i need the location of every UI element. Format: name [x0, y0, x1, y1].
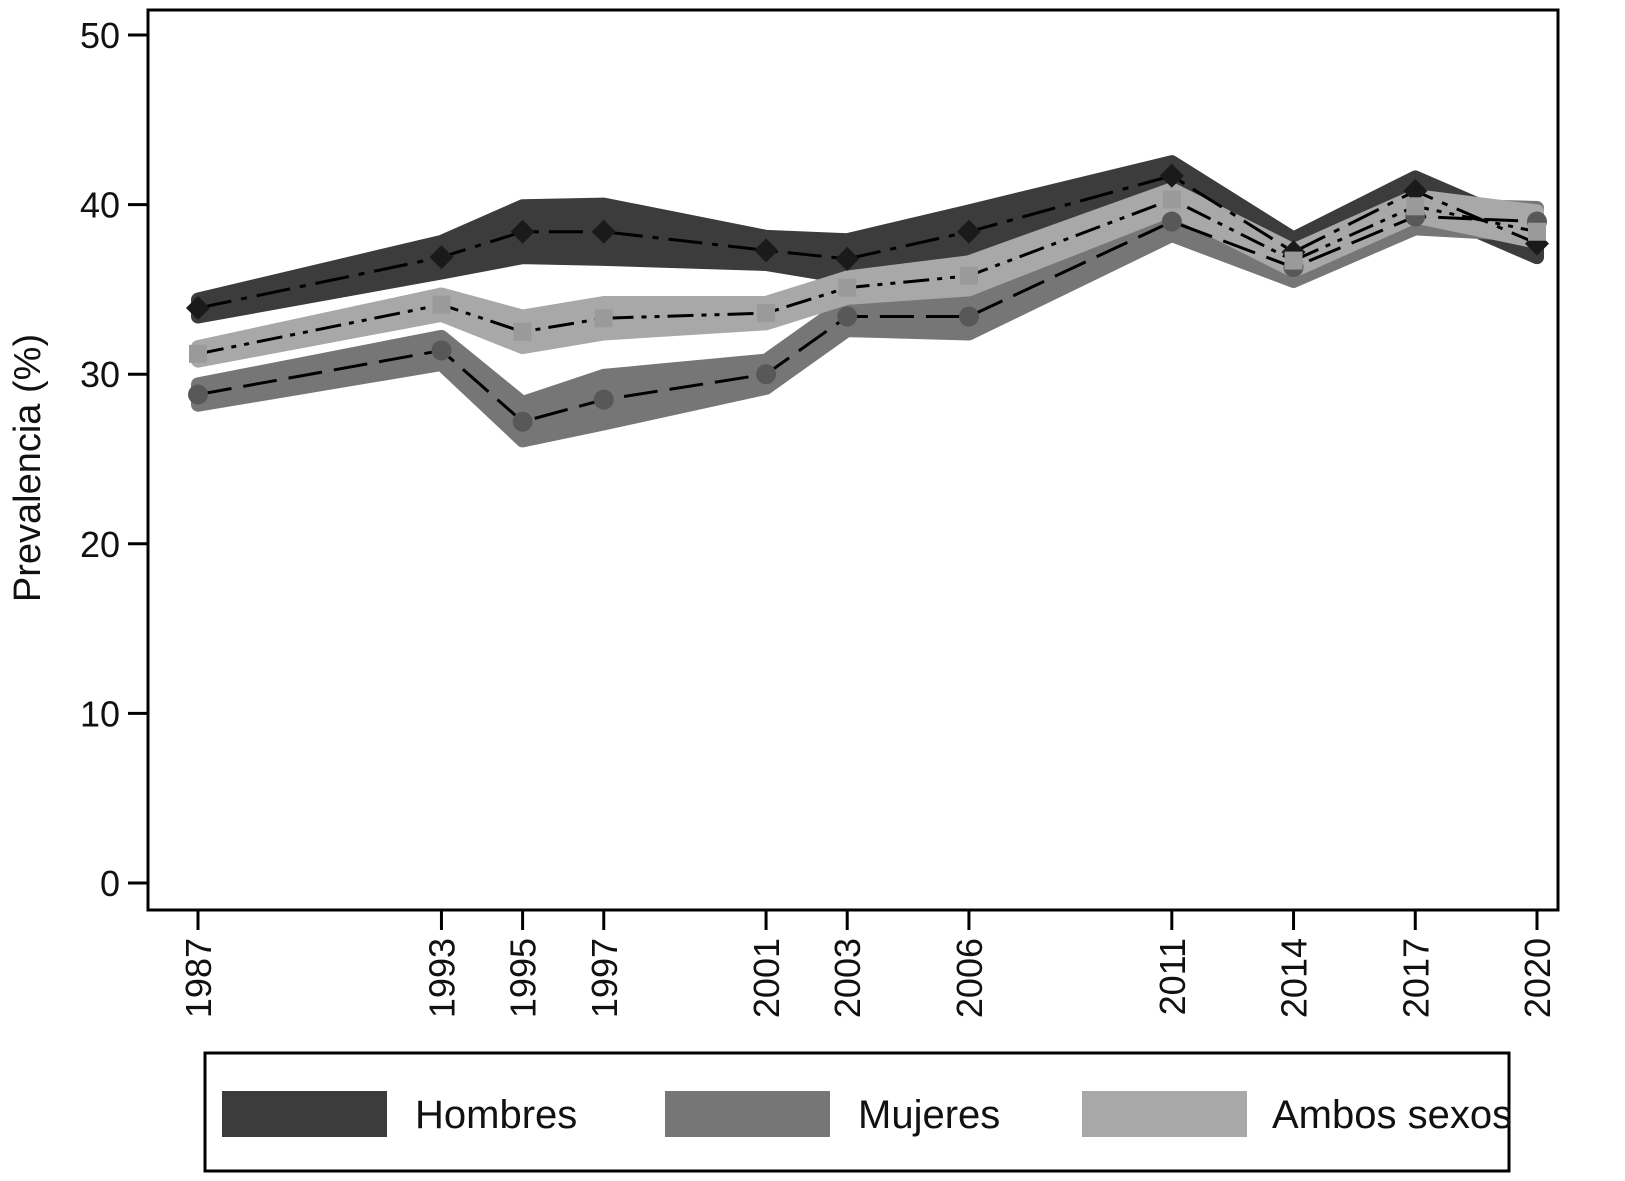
- point-mujeres-2001: [756, 364, 777, 385]
- point-ambos-sexos-1997: [594, 309, 613, 328]
- legend-label-ambos-sexos: Ambos sexos: [1272, 1093, 1512, 1137]
- x-tick-label-2011: 2011: [1152, 938, 1193, 1015]
- y-axis: 0 10 20 30 40 50: [80, 15, 148, 904]
- x-tick-label-1997: 1997: [584, 938, 625, 1018]
- point-mujeres-1995: [512, 411, 533, 432]
- point-ambos-sexos-2003: [838, 278, 857, 297]
- y-axis-label: Prevalencia (%): [7, 334, 49, 602]
- x-tick-label-1993: 1993: [421, 938, 462, 1018]
- y-tick-label-0: 0: [100, 863, 120, 904]
- line-hombres: [197, 174, 1538, 310]
- point-mujeres-2011: [1161, 211, 1182, 232]
- point-ambos-sexos-2006: [959, 266, 978, 285]
- point-hombres-2011: [1159, 163, 1184, 188]
- point-hombres-2003: [835, 246, 860, 271]
- point-ambos-sexos-2011: [1162, 190, 1181, 209]
- legend-swatch-hombres: [222, 1091, 387, 1137]
- x-tick-label-1995: 1995: [503, 938, 544, 1018]
- x-tick-label-2001: 2001: [746, 938, 787, 1018]
- point-hombres-1997: [591, 219, 616, 244]
- x-tick-label-2006: 2006: [949, 938, 990, 1018]
- legend: Hombres Mujeres Ambos sexos: [203, 1051, 1512, 1173]
- y-tick-label-50: 50: [80, 15, 120, 56]
- point-hombres-1993: [429, 245, 454, 270]
- legend-swatch-mujeres: [665, 1091, 830, 1137]
- y-tick-label-40: 40: [80, 185, 120, 226]
- point-ambos-sexos-1993: [432, 295, 451, 314]
- x-tick-label-2003: 2003: [827, 938, 868, 1018]
- point-mujeres-2006: [958, 306, 979, 327]
- point-ambos-sexos-1987: [189, 344, 207, 363]
- x-tick-label-2020: 2020: [1517, 938, 1558, 1018]
- y-tick-label-20: 20: [80, 524, 120, 565]
- point-mujeres-1987: [188, 384, 208, 405]
- point-hombres-1987: [186, 296, 210, 321]
- point-hombres-2017: [1403, 179, 1428, 204]
- legend-label-mujeres: Mujeres: [858, 1093, 1000, 1137]
- point-ambos-sexos-2001: [757, 304, 776, 323]
- y-tick-label-10: 10: [80, 693, 120, 734]
- plot-frame: [146, 8, 1560, 912]
- point-mujeres-2003: [837, 306, 858, 327]
- x-tick-label-2017: 2017: [1395, 938, 1436, 1018]
- point-hombres-2006: [956, 219, 981, 244]
- legend-label-hombres: Hombres: [415, 1093, 577, 1137]
- x-tick-label-2014: 2014: [1274, 938, 1315, 1018]
- point-hombres-1995: [510, 219, 535, 244]
- legend-swatch-ambos-sexos: [1082, 1091, 1247, 1137]
- point-ambos-sexos-2020: [1528, 222, 1546, 241]
- y-tick-label-30: 30: [80, 354, 120, 395]
- point-ambos-sexos-2014: [1284, 251, 1303, 270]
- legend-box: [203, 1051, 1511, 1173]
- x-tick-label-1987: 1987: [178, 938, 219, 1018]
- point-hombres-2001: [754, 238, 779, 263]
- x-axis: 1987 1993 1995 1997 2001 2003 2006 2011 2014 2017…: [178, 910, 1558, 1018]
- point-mujeres-1997: [593, 389, 614, 410]
- series-markers: [186, 163, 1549, 432]
- point-mujeres-1993: [431, 340, 452, 361]
- point-ambos-sexos-2017: [1406, 197, 1425, 216]
- confidence-bands: [191, 155, 1544, 448]
- point-ambos-sexos-1995: [513, 322, 532, 341]
